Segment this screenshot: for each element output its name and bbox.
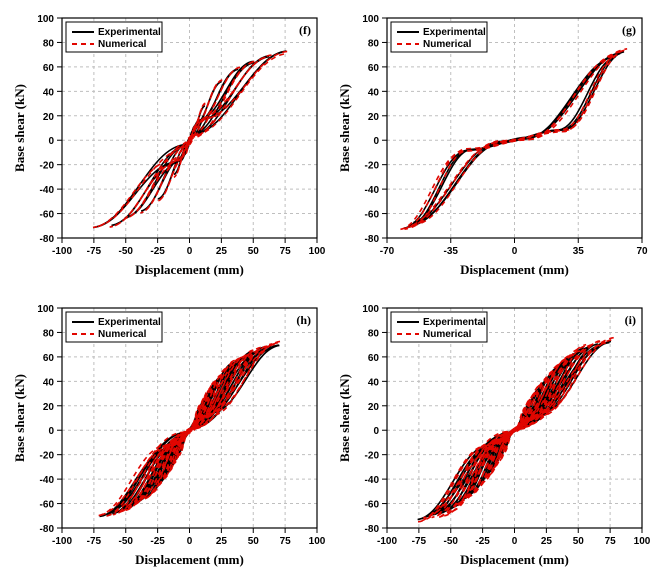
svg-text:100: 100 <box>37 14 54 25</box>
svg-text:Experimental: Experimental <box>98 27 161 38</box>
svg-text:0: 0 <box>48 426 54 437</box>
svg-text:-25: -25 <box>150 536 165 547</box>
svg-text:0: 0 <box>512 246 518 257</box>
svg-text:-80: -80 <box>365 234 380 245</box>
svg-text:-25: -25 <box>150 246 165 257</box>
svg-text:60: 60 <box>368 353 380 364</box>
svg-text:Displacement (mm): Displacement (mm) <box>135 552 244 567</box>
panel-i: -100 -75 -50 -25 0 25 50 75 100 -80 -60 -40 -20 0 20 40… <box>335 300 650 570</box>
svg-text:(g): (g) <box>622 23 636 37</box>
svg-text:80: 80 <box>368 328 380 339</box>
svg-text:75: 75 <box>280 536 292 547</box>
svg-text:Displacement (mm): Displacement (mm) <box>460 262 569 277</box>
svg-text:100: 100 <box>362 14 379 25</box>
svg-text:Base shear (kN): Base shear (kN) <box>12 84 27 172</box>
svg-text:Numerical: Numerical <box>98 39 147 50</box>
svg-text:25: 25 <box>541 536 553 547</box>
svg-text:100: 100 <box>362 304 379 315</box>
svg-text:-100: -100 <box>52 536 72 547</box>
svg-text:Numerical: Numerical <box>98 329 147 340</box>
panel-h: -100 -75 -50 -25 0 25 50 75 100 -80 -60 -40 -20 0 20 40… <box>10 300 325 570</box>
svg-text:Experimental: Experimental <box>423 27 486 38</box>
svg-text:-40: -40 <box>40 475 55 486</box>
svg-text:(f): (f) <box>299 23 311 37</box>
svg-text:60: 60 <box>368 63 380 74</box>
svg-text:80: 80 <box>43 38 55 49</box>
svg-text:20: 20 <box>43 112 55 123</box>
svg-text:Base shear (kN): Base shear (kN) <box>337 84 352 172</box>
svg-text:100: 100 <box>634 536 650 547</box>
svg-text:-80: -80 <box>365 524 380 535</box>
svg-text:60: 60 <box>43 63 55 74</box>
svg-text:-75: -75 <box>412 536 427 547</box>
svg-text:-100: -100 <box>377 536 397 547</box>
svg-text:-20: -20 <box>40 161 55 172</box>
svg-text:70: 70 <box>636 246 648 257</box>
svg-text:50: 50 <box>248 246 260 257</box>
svg-text:(h): (h) <box>296 313 311 327</box>
svg-text:100: 100 <box>309 246 325 257</box>
svg-text:Displacement (mm): Displacement (mm) <box>460 552 569 567</box>
svg-text:100: 100 <box>309 536 325 547</box>
svg-text:40: 40 <box>43 87 55 98</box>
svg-text:0: 0 <box>48 136 54 147</box>
svg-text:-40: -40 <box>365 185 380 196</box>
svg-text:25: 25 <box>216 536 228 547</box>
svg-text:-100: -100 <box>52 246 72 257</box>
svg-text:-75: -75 <box>87 246 102 257</box>
svg-text:20: 20 <box>368 402 380 413</box>
panel-f: -100 -75 -50 -25 0 25 50 75 100 -80 -60 -40 -20 0 20 40… <box>10 10 325 280</box>
svg-text:50: 50 <box>573 536 585 547</box>
svg-text:-35: -35 <box>444 246 459 257</box>
svg-text:75: 75 <box>280 246 292 257</box>
svg-text:-20: -20 <box>40 451 55 462</box>
svg-text:40: 40 <box>368 377 380 388</box>
svg-text:-75: -75 <box>87 536 102 547</box>
svg-text:0: 0 <box>187 246 193 257</box>
svg-text:-80: -80 <box>40 234 55 245</box>
svg-text:40: 40 <box>368 87 380 98</box>
panel-g: -70 -35 0 35 70 -80 -60 -40 -20 0 20 40 60 80 100 Displ… <box>335 10 650 280</box>
svg-text:-20: -20 <box>365 451 380 462</box>
svg-text:-50: -50 <box>119 246 134 257</box>
svg-text:Experimental: Experimental <box>423 317 486 328</box>
svg-text:-60: -60 <box>40 210 55 221</box>
svg-text:60: 60 <box>43 353 55 364</box>
svg-text:50: 50 <box>248 536 260 547</box>
svg-text:0: 0 <box>373 426 379 437</box>
chart-grid: -100 -75 -50 -25 0 25 50 75 100 -80 -60 -40 -20 0 20 40… <box>10 10 650 570</box>
svg-text:75: 75 <box>605 536 617 547</box>
svg-text:20: 20 <box>368 112 380 123</box>
svg-text:-40: -40 <box>365 475 380 486</box>
svg-text:-40: -40 <box>40 185 55 196</box>
svg-text:-50: -50 <box>444 536 459 547</box>
svg-text:-70: -70 <box>380 246 395 257</box>
svg-text:40: 40 <box>43 377 55 388</box>
svg-text:Displacement (mm): Displacement (mm) <box>135 262 244 277</box>
svg-text:-50: -50 <box>119 536 134 547</box>
svg-text:25: 25 <box>216 246 228 257</box>
svg-text:-60: -60 <box>40 500 55 511</box>
svg-text:80: 80 <box>368 38 380 49</box>
svg-text:-60: -60 <box>365 210 380 221</box>
svg-text:35: 35 <box>573 246 585 257</box>
svg-text:0: 0 <box>187 536 193 547</box>
svg-text:Numerical: Numerical <box>423 39 472 50</box>
svg-text:(i): (i) <box>625 313 636 327</box>
svg-text:Base shear (kN): Base shear (kN) <box>337 374 352 462</box>
svg-text:Experimental: Experimental <box>98 317 161 328</box>
svg-text:-20: -20 <box>365 161 380 172</box>
svg-text:0: 0 <box>512 536 518 547</box>
svg-text:Base shear (kN): Base shear (kN) <box>12 374 27 462</box>
svg-text:80: 80 <box>43 328 55 339</box>
svg-text:-25: -25 <box>475 536 490 547</box>
svg-text:20: 20 <box>43 402 55 413</box>
svg-text:Numerical: Numerical <box>423 329 472 340</box>
svg-text:0: 0 <box>373 136 379 147</box>
svg-text:100: 100 <box>37 304 54 315</box>
svg-text:-80: -80 <box>40 524 55 535</box>
svg-text:-60: -60 <box>365 500 380 511</box>
